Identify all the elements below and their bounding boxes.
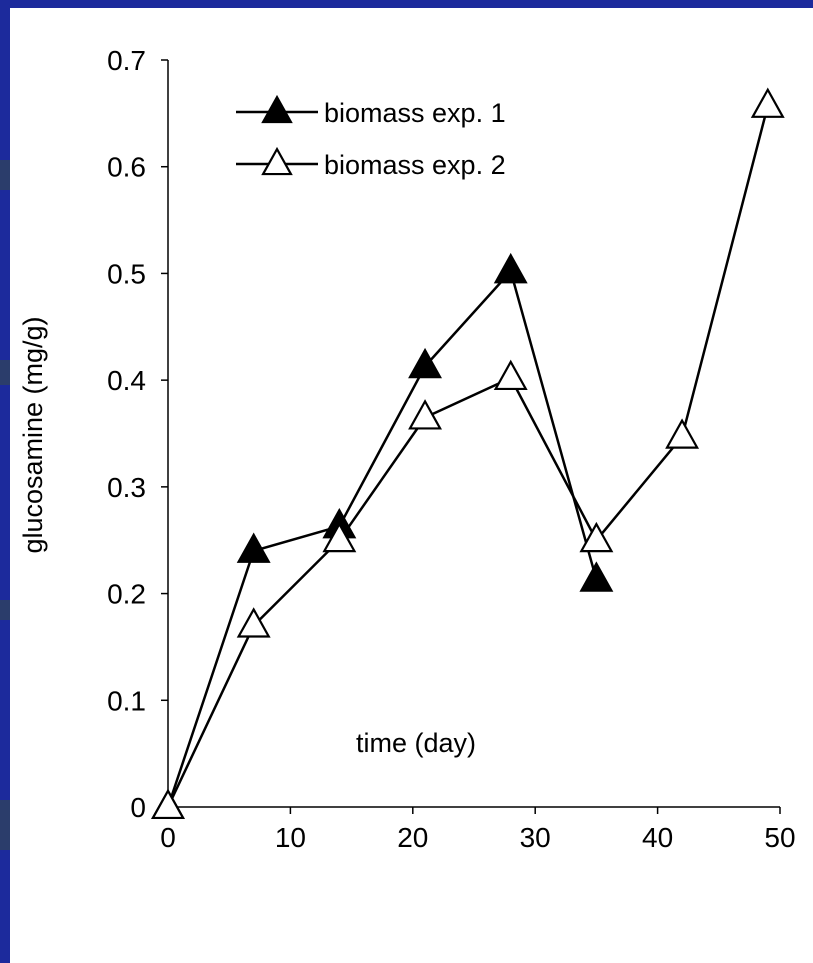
- slide-frame-band: [0, 160, 10, 190]
- x-tick-label: 20: [397, 822, 428, 853]
- series-1-point: [493, 252, 528, 284]
- y-tick-label: 0.1: [107, 685, 146, 716]
- series-2-point: [408, 399, 442, 430]
- legend-label: biomass exp. 2: [324, 150, 506, 180]
- series-2-point: [493, 359, 528, 391]
- legend-label: biomass exp. 1: [324, 98, 506, 128]
- x-tick-label: 50: [764, 822, 795, 853]
- series-2-point: [322, 521, 357, 553]
- x-tick-label: 10: [275, 822, 306, 853]
- slide-frame-band: [0, 800, 10, 850]
- y-tick-label: 0.3: [107, 472, 146, 503]
- x-tick-label: 30: [520, 822, 551, 853]
- series-2-point: [151, 788, 185, 820]
- series-2-line: [166, 105, 769, 808]
- x-axis-title: time (day): [356, 728, 476, 758]
- y-tick-label: 0.4: [107, 365, 146, 396]
- legend-marker: [261, 94, 293, 124]
- series-2-point: [665, 418, 700, 449]
- chart-series: [151, 87, 785, 820]
- chart-axes: 0 0.1 0.2 0.3 0.4 0.5 0.6 0.7 0 10 20 30 40 50: [107, 45, 796, 853]
- legend-marker: [261, 146, 293, 176]
- y-tick-label: 0.5: [107, 258, 146, 289]
- series-2-point: [236, 607, 271, 638]
- slide-frame-band: [0, 360, 10, 385]
- series-1-point: [408, 347, 442, 379]
- x-tick-label: 0: [160, 822, 176, 853]
- y-axis-title: glucosamine (mg/g): [18, 316, 48, 553]
- slide-frame-top: [0, 0, 813, 8]
- series-2-point: [579, 521, 614, 553]
- slide-frame-left: [0, 0, 10, 963]
- slide-frame-band: [0, 600, 10, 620]
- y-tick-label: 0: [130, 792, 146, 823]
- y-tick-label: 0.7: [107, 45, 146, 76]
- x-tick-label: 40: [642, 822, 673, 853]
- series-2: [151, 87, 785, 820]
- y-tick-label: 0.2: [107, 579, 146, 610]
- series-1-line: [166, 268, 598, 808]
- series-1-point: [579, 561, 614, 592]
- y-tick-label: 0.6: [107, 152, 146, 183]
- series-1-point: [236, 532, 271, 563]
- chart-legend: biomass exp. 1 biomass exp. 2: [236, 94, 506, 180]
- series-2-point: [750, 87, 785, 118]
